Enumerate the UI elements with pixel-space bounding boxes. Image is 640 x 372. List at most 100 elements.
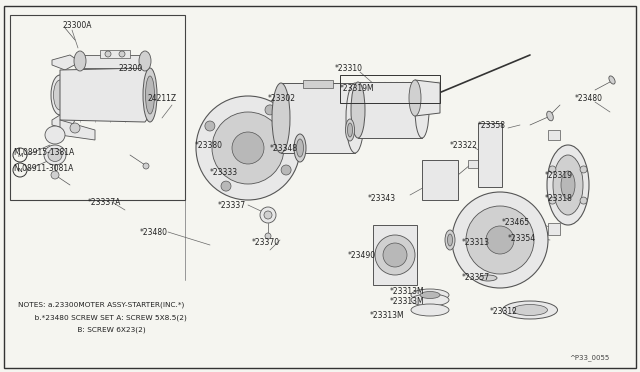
Ellipse shape [553, 155, 583, 215]
Ellipse shape [415, 82, 429, 138]
Ellipse shape [351, 82, 365, 138]
Ellipse shape [609, 76, 615, 84]
Text: *23358: *23358 [478, 121, 506, 129]
Text: *23322: *23322 [450, 141, 478, 150]
Ellipse shape [348, 123, 353, 137]
Ellipse shape [145, 76, 154, 114]
Ellipse shape [346, 119, 355, 141]
Ellipse shape [447, 234, 452, 246]
Text: *23357: *23357 [462, 273, 490, 282]
Ellipse shape [346, 83, 364, 153]
Polygon shape [80, 55, 145, 68]
Polygon shape [415, 80, 440, 116]
Text: *23310: *23310 [335, 64, 363, 73]
Circle shape [205, 121, 215, 131]
Circle shape [143, 163, 149, 169]
Ellipse shape [74, 51, 86, 71]
Circle shape [51, 171, 59, 179]
Circle shape [452, 192, 548, 288]
Text: *23380: *23380 [195, 141, 223, 150]
Ellipse shape [513, 305, 547, 315]
Text: M: M [17, 153, 22, 157]
Text: *23313M: *23313M [390, 298, 424, 307]
Text: 23300: 23300 [118, 64, 142, 73]
Ellipse shape [411, 289, 449, 301]
Circle shape [383, 243, 407, 267]
Ellipse shape [479, 275, 497, 281]
Text: *23354: *23354 [508, 234, 536, 243]
Polygon shape [303, 80, 333, 88]
Ellipse shape [547, 111, 554, 121]
Text: ^P33_0055: ^P33_0055 [570, 355, 610, 361]
Circle shape [466, 206, 534, 274]
Text: *23337: *23337 [218, 201, 246, 209]
Circle shape [264, 211, 272, 219]
Circle shape [70, 123, 80, 133]
Ellipse shape [411, 294, 449, 306]
Text: M 08915-1381A: M 08915-1381A [14, 148, 74, 157]
Circle shape [232, 132, 264, 164]
Text: N 08911-3081A: N 08911-3081A [14, 164, 74, 173]
Text: *23370: *23370 [252, 237, 280, 247]
Circle shape [105, 51, 111, 57]
Text: B: SCREW 6X23(2): B: SCREW 6X23(2) [18, 327, 146, 333]
Text: *23480: *23480 [140, 228, 168, 237]
Ellipse shape [44, 145, 66, 165]
Text: b.*23480 SCREW SET A: SCREW 5X8.5(2): b.*23480 SCREW SET A: SCREW 5X8.5(2) [18, 315, 187, 321]
Text: N: N [18, 167, 22, 173]
Text: *23313M: *23313M [390, 288, 424, 296]
Ellipse shape [294, 134, 306, 162]
Ellipse shape [420, 292, 440, 298]
Text: *23337A: *23337A [88, 198, 122, 206]
Ellipse shape [561, 171, 575, 199]
Text: *23480: *23480 [575, 93, 603, 103]
Text: 24211Z: 24211Z [148, 93, 177, 103]
Circle shape [119, 51, 125, 57]
Ellipse shape [549, 197, 556, 204]
Ellipse shape [547, 145, 589, 225]
Bar [340, 75, 440, 103]
Circle shape [260, 207, 276, 223]
Polygon shape [548, 223, 560, 235]
Polygon shape [60, 120, 95, 140]
Ellipse shape [51, 75, 69, 115]
Ellipse shape [45, 126, 65, 144]
Text: *23465: *23465 [502, 218, 530, 227]
Text: *23319: *23319 [545, 170, 573, 180]
Ellipse shape [296, 139, 303, 157]
Text: *23313: *23313 [462, 237, 490, 247]
Circle shape [281, 165, 291, 175]
Ellipse shape [143, 68, 157, 122]
Ellipse shape [54, 80, 67, 110]
Text: 23300A: 23300A [62, 20, 92, 29]
Ellipse shape [48, 148, 62, 161]
Text: *23319M: *23319M [340, 83, 374, 93]
Ellipse shape [502, 301, 557, 319]
Polygon shape [548, 130, 560, 140]
Text: *23490: *23490 [348, 250, 376, 260]
Text: *23318: *23318 [545, 193, 573, 202]
Circle shape [265, 105, 275, 115]
Polygon shape [468, 160, 478, 168]
Circle shape [212, 112, 284, 184]
Text: *23343: *23343 [368, 193, 396, 202]
Ellipse shape [409, 80, 421, 116]
Circle shape [196, 96, 300, 200]
Ellipse shape [272, 83, 290, 153]
Bar [10, 15, 185, 200]
Ellipse shape [580, 197, 587, 204]
Text: *23313M: *23313M [370, 311, 404, 320]
Polygon shape [422, 160, 458, 200]
Ellipse shape [580, 166, 587, 173]
Text: *23302: *23302 [268, 93, 296, 103]
Polygon shape [478, 123, 502, 187]
Ellipse shape [139, 51, 151, 71]
Polygon shape [373, 225, 417, 285]
Polygon shape [358, 82, 422, 138]
Polygon shape [60, 68, 150, 122]
Text: *23312: *23312 [490, 308, 518, 317]
Circle shape [221, 181, 231, 191]
Circle shape [486, 226, 514, 254]
Polygon shape [281, 83, 355, 153]
Text: *23333: *23333 [210, 167, 238, 176]
